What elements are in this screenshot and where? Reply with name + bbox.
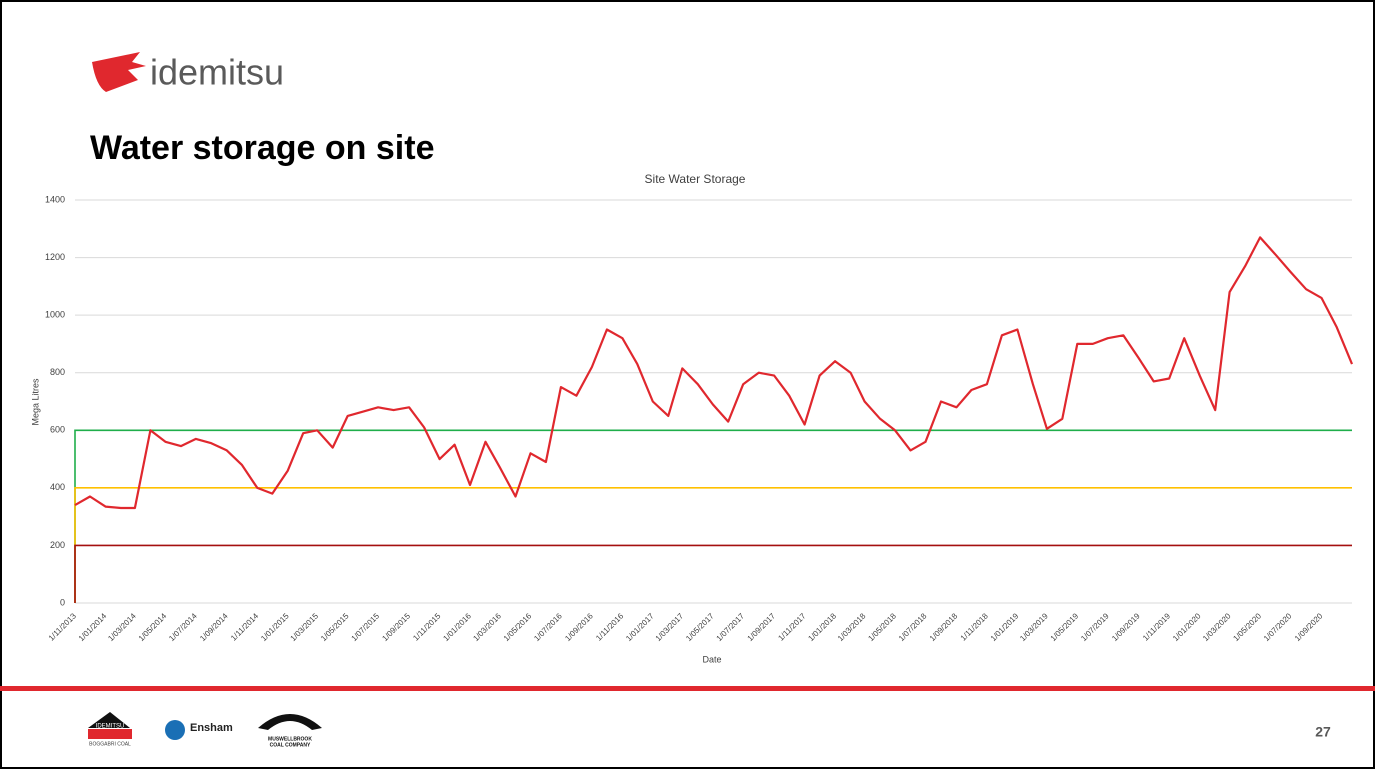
logo1-sub: BOGGABRI COAL	[89, 741, 131, 747]
logo2-icon	[165, 720, 185, 740]
y-tick-label: 1000	[45, 310, 65, 320]
logo-text: idemitsu	[150, 52, 284, 93]
logo-icon	[92, 52, 146, 92]
y-tick-label: 1200	[45, 252, 65, 262]
footer-rule	[0, 686, 1375, 691]
y-tick-label: 600	[50, 425, 65, 435]
logo1-icon	[88, 712, 130, 728]
logo2-text: Ensham	[190, 722, 233, 734]
y-tick-label: 400	[50, 482, 65, 492]
logo3-icon	[258, 714, 322, 730]
logo1-text: IDEMITSU	[96, 724, 125, 730]
y-tick-label: 0	[60, 597, 65, 607]
reference-line	[74, 544, 1352, 603]
y-axis-label: Mega Litres	[30, 378, 40, 426]
logo1-band	[88, 729, 132, 739]
y-tick-label: 200	[50, 540, 65, 550]
logo3-text: MUSWELLBROOK	[268, 736, 312, 742]
x-axis-label: Date	[702, 654, 721, 664]
y-tick-label: 1400	[45, 194, 65, 204]
slide-title: Water storage on site	[90, 129, 434, 167]
chart-title: Site Water Storage	[645, 172, 746, 186]
y-tick-label: 800	[50, 367, 65, 377]
data-line	[74, 236, 1354, 510]
logo3-text: COAL COMPANY	[270, 742, 311, 748]
page-number: 27	[1315, 724, 1331, 740]
